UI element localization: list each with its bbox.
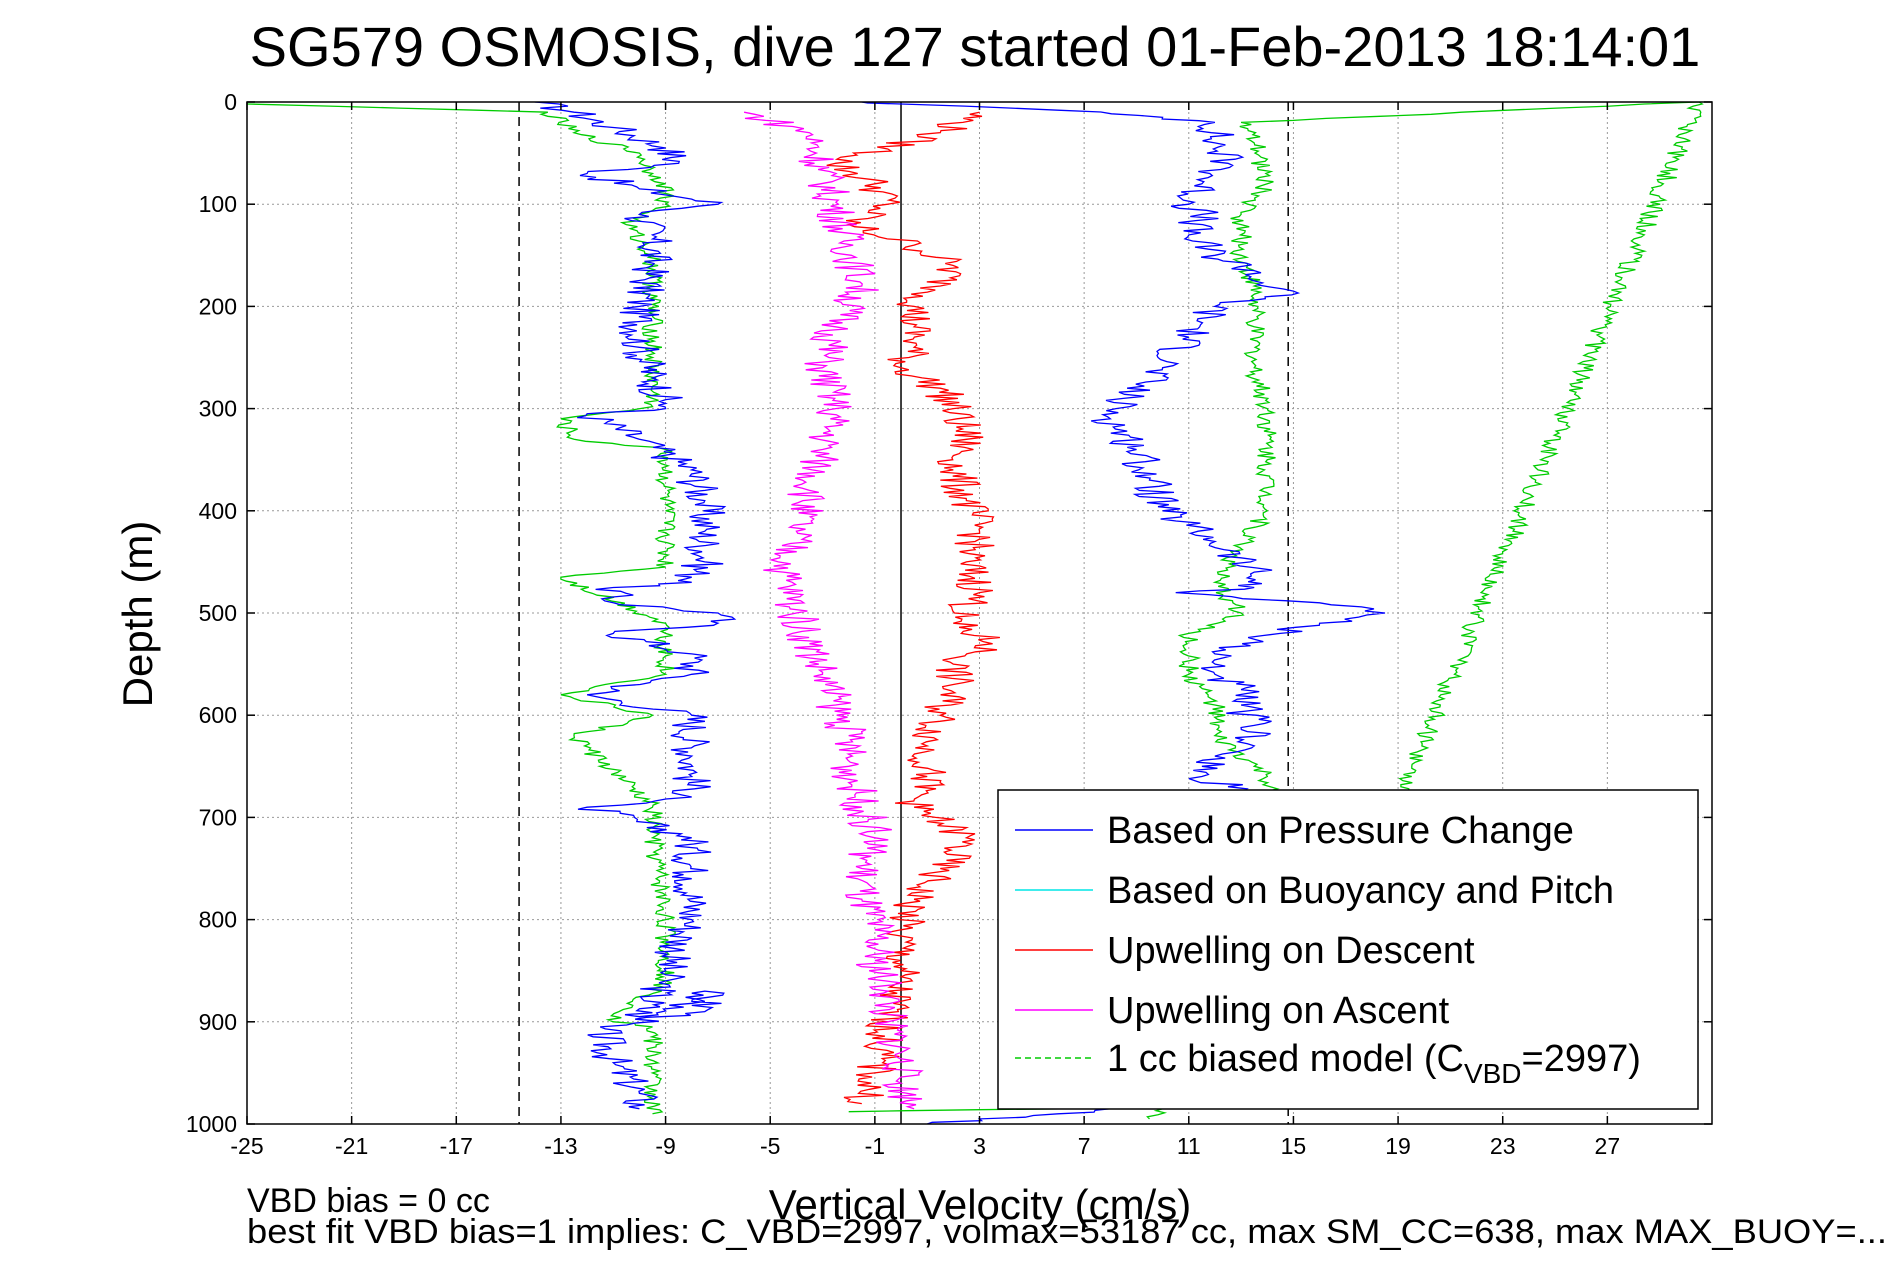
x-tick-label: 15 — [1281, 1133, 1307, 1159]
x-tick-label: -13 — [544, 1133, 577, 1159]
y-tick-label: 200 — [199, 293, 237, 319]
legend-label: Based on Pressure Change — [1107, 810, 1574, 852]
series-line-1-cc-biased-model-cvbd-2997 — [848, 102, 1704, 1120]
legend-label-subscript: VBD — [1464, 1058, 1522, 1089]
legend-label-tail: =2997) — [1522, 1038, 1641, 1080]
series-line-upwelling-on-descent — [826, 111, 1000, 1105]
x-tick-label: 3 — [973, 1133, 986, 1159]
legend-label: 1 cc biased model (CVBD=2997) — [1107, 1038, 1641, 1089]
y-tick-label: 600 — [199, 702, 237, 728]
x-tick-label: 7 — [1078, 1133, 1091, 1159]
x-axis-label: Vertical Velocity (cm/s) — [769, 1181, 1191, 1228]
legend-label-main: 1 cc biased model (C — [1107, 1038, 1464, 1080]
y-axis-label: Depth (m) — [114, 521, 161, 708]
x-tick-label: 23 — [1490, 1133, 1516, 1159]
series-line-upwelling-on-ascent — [743, 111, 924, 1110]
vbd-bias-note: VBD bias = 0 cc — [247, 1182, 490, 1220]
y-tick-label: 0 — [224, 89, 237, 115]
legend-label: Upwelling on Descent — [1107, 930, 1475, 972]
plot-series — [247, 102, 1704, 1124]
legend-label: Based on Buoyancy and Pitch — [1107, 870, 1614, 912]
series-line-based-on-pressure-change — [534, 102, 737, 1110]
x-tick-label: -1 — [865, 1133, 885, 1159]
legend: Based on Pressure Change Based on Buoyanc… — [997, 789, 1699, 1110]
y-tick-label: 1000 — [186, 1111, 237, 1137]
x-tick-label: -9 — [655, 1133, 675, 1159]
y-tick-label: 900 — [199, 1009, 237, 1035]
x-tick-label: 11 — [1177, 1133, 1201, 1159]
chart-title: SG579 OSMOSIS, dive 127 started 01-Feb-2… — [250, 15, 1701, 78]
y-tick-label: 800 — [199, 907, 237, 933]
x-axis-ticks: -25 -21 -17 -13 -9 -5 -1 3 7 11 15 19 23 27 — [230, 102, 1620, 1159]
y-tick-label: 400 — [199, 498, 237, 524]
x-tick-label: -21 — [335, 1133, 368, 1159]
x-tick-label: -25 — [230, 1133, 263, 1159]
x-tick-label: 27 — [1595, 1133, 1621, 1159]
x-tick-label: -5 — [760, 1133, 780, 1159]
y-tick-label: 500 — [199, 600, 237, 626]
best-fit-note: best fit VBD bias=1 implies: C_VBD=2997,… — [247, 1213, 1887, 1251]
series-line-1-cc-biased-model-cvbd-2997 — [247, 103, 677, 1115]
y-axis-ticks: 0 100 200 300 400 500 600 700 800 900 1000 — [186, 89, 1712, 1137]
x-tick-label: -17 — [440, 1133, 473, 1159]
y-tick-label: 700 — [199, 804, 237, 830]
legend-box — [997, 789, 1699, 1110]
y-tick-label: 100 — [199, 191, 237, 217]
y-tick-label: 300 — [199, 396, 237, 422]
x-tick-label: 19 — [1385, 1133, 1411, 1159]
legend-label: Upwelling on Ascent — [1107, 990, 1450, 1032]
